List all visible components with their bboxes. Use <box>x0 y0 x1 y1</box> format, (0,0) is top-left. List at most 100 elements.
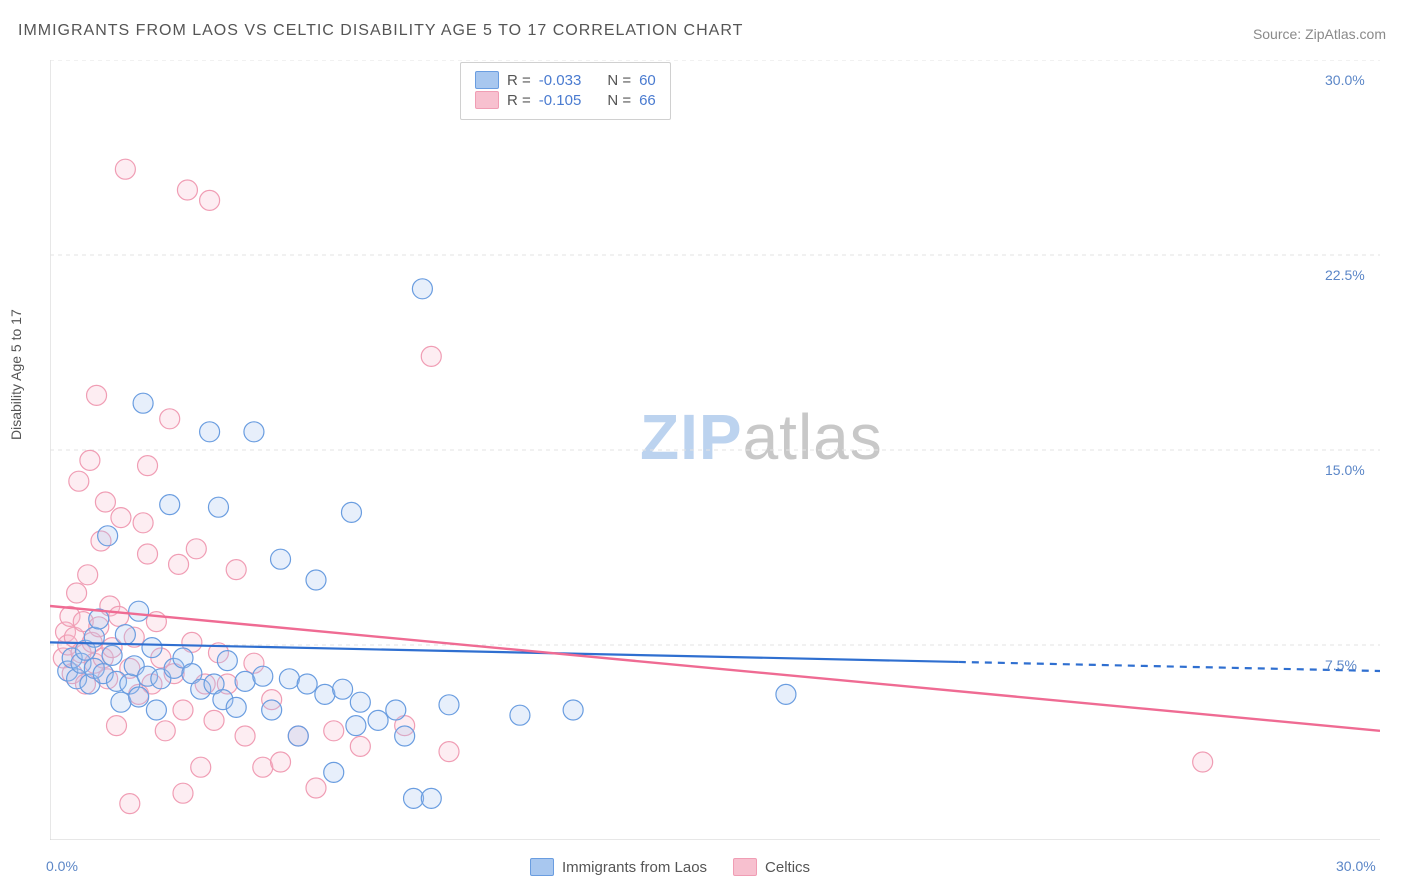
scatter-point-celtics <box>173 783 193 803</box>
scatter-point-laos <box>142 638 162 658</box>
scatter-point-laos <box>129 687 149 707</box>
correlation-legend-row: R =-0.033N =60 <box>475 71 656 89</box>
scatter-point-laos <box>262 700 282 720</box>
source-prefix: Source: <box>1253 26 1305 42</box>
scatter-point-laos <box>341 502 361 522</box>
scatter-point-celtics <box>69 471 89 491</box>
legend-n-value: 66 <box>639 92 656 109</box>
scatter-point-celtics <box>111 508 131 528</box>
scatter-point-laos <box>563 700 583 720</box>
scatter-point-celtics <box>133 513 153 533</box>
scatter-point-laos <box>412 279 432 299</box>
scatter-point-laos <box>350 692 370 712</box>
scatter-point-laos <box>200 422 220 442</box>
scatter-point-laos <box>129 601 149 621</box>
legend-series-label: Celtics <box>765 859 810 876</box>
scatter-point-laos <box>208 497 228 517</box>
legend-r-value: -0.033 <box>539 72 582 89</box>
scatter-point-celtics <box>204 710 224 730</box>
scatter-point-celtics <box>155 721 175 741</box>
legend-r-value: -0.105 <box>539 92 582 109</box>
legend-swatch <box>475 91 499 109</box>
series-legend: Immigrants from Laos Celtics <box>530 858 828 876</box>
scatter-point-celtics <box>191 757 211 777</box>
legend-r-prefix: R = <box>507 92 531 109</box>
scatter-point-celtics <box>186 539 206 559</box>
scatter-point-celtics <box>169 554 189 574</box>
scatter-plot-svg <box>50 60 1380 840</box>
correlation-legend: R = -0.033 N = 60 R = -0.105 N = 66 <box>460 62 671 120</box>
legend-swatch <box>475 71 499 89</box>
scatter-point-celtics <box>95 492 115 512</box>
legend-series-label: Immigrants from Laos <box>562 859 707 876</box>
scatter-point-laos <box>776 684 796 704</box>
scatter-point-celtics <box>80 450 100 470</box>
scatter-point-celtics <box>306 778 326 798</box>
scatter-point-celtics <box>200 190 220 210</box>
legend-n-prefix: N = <box>607 92 631 109</box>
scatter-point-laos <box>421 788 441 808</box>
scatter-point-celtics <box>324 721 344 741</box>
scatter-point-laos <box>226 697 246 717</box>
scatter-point-laos <box>235 671 255 691</box>
scatter-point-laos <box>306 570 326 590</box>
scatter-point-laos <box>404 788 424 808</box>
scatter-point-celtics <box>271 752 291 772</box>
scatter-point-laos <box>346 716 366 736</box>
scatter-point-laos <box>439 695 459 715</box>
scatter-point-laos <box>368 710 388 730</box>
scatter-point-laos <box>160 495 180 515</box>
scatter-point-celtics <box>138 456 158 476</box>
scatter-point-laos <box>271 549 291 569</box>
scatter-point-laos <box>386 700 406 720</box>
scatter-point-laos <box>115 625 135 645</box>
scatter-point-laos <box>98 526 118 546</box>
plot-area <box>50 60 1380 840</box>
scatter-point-celtics <box>235 726 255 746</box>
y-tick-label: 15.0% <box>1325 462 1365 478</box>
scatter-point-celtics <box>421 346 441 366</box>
chart-title: IMMIGRANTS FROM LAOS VS CELTIC DISABILIT… <box>18 22 743 40</box>
scatter-point-laos <box>279 669 299 689</box>
scatter-point-laos <box>217 651 237 671</box>
scatter-point-celtics <box>1193 752 1213 772</box>
scatter-point-celtics <box>253 757 273 777</box>
scatter-point-laos <box>102 645 122 665</box>
scatter-point-laos <box>253 666 273 686</box>
legend-n-value: 60 <box>639 72 656 89</box>
y-tick-label: 7.5% <box>1325 657 1357 673</box>
correlation-legend-row: R = -0.105 N = 66 <box>475 91 656 109</box>
scatter-point-laos <box>324 762 344 782</box>
source-credit: Source: ZipAtlas.com <box>1253 26 1386 42</box>
scatter-point-celtics <box>109 606 129 626</box>
legend-n-prefix: N = <box>607 72 631 89</box>
scatter-point-celtics <box>439 742 459 762</box>
x-tick-label-right: 30.0% <box>1336 858 1376 874</box>
legend-swatch <box>530 858 554 876</box>
scatter-point-celtics <box>115 159 135 179</box>
scatter-point-celtics <box>226 560 246 580</box>
scatter-point-celtics <box>107 716 127 736</box>
legend-swatch <box>733 858 757 876</box>
scatter-point-laos <box>333 679 353 699</box>
source-name: ZipAtlas.com <box>1305 26 1386 42</box>
y-tick-label: 22.5% <box>1325 267 1365 283</box>
scatter-point-celtics <box>67 583 87 603</box>
scatter-point-celtics <box>160 409 180 429</box>
scatter-point-celtics <box>120 794 140 814</box>
scatter-point-laos <box>288 726 308 746</box>
scatter-point-laos <box>315 684 335 704</box>
scatter-point-celtics <box>173 700 193 720</box>
scatter-point-celtics <box>350 736 370 756</box>
scatter-point-celtics <box>78 565 98 585</box>
scatter-point-laos <box>244 422 264 442</box>
scatter-point-laos <box>111 692 131 712</box>
scatter-point-celtics <box>177 180 197 200</box>
scatter-point-laos <box>297 674 317 694</box>
y-axis-label: Disability Age 5 to 17 <box>8 309 24 440</box>
scatter-point-celtics <box>87 385 107 405</box>
scatter-point-laos <box>146 700 166 720</box>
scatter-point-laos <box>133 393 153 413</box>
scatter-point-laos <box>510 705 530 725</box>
scatter-point-laos <box>395 726 415 746</box>
